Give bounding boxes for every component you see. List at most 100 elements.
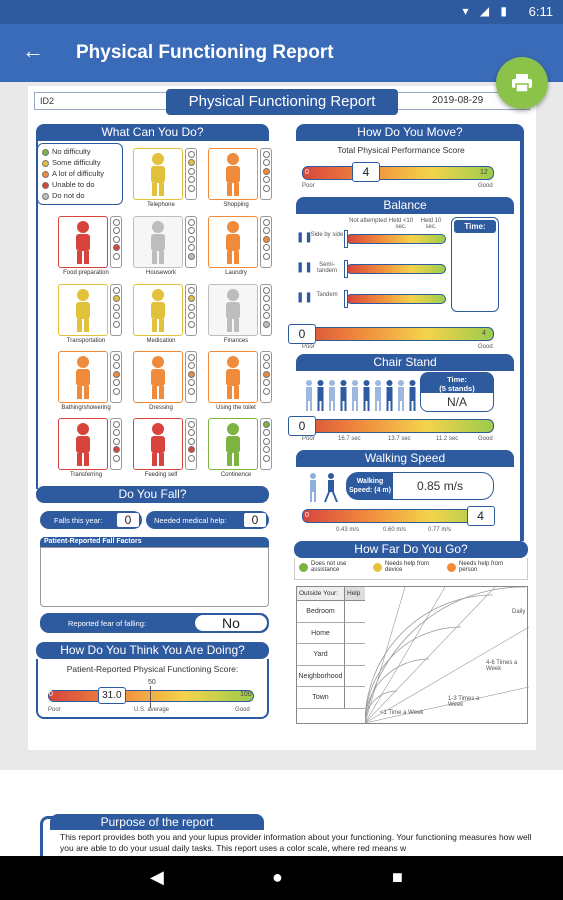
walking-score-bar	[302, 509, 494, 523]
nav-back-icon[interactable]: ◀	[150, 867, 164, 887]
fall-factors-box	[40, 547, 269, 607]
how-far-legend-item: Does not use assistance	[299, 561, 371, 573]
difficulty-legend-item: Do not do	[42, 191, 118, 202]
activity-tile	[208, 284, 258, 336]
walking-speed-label: Walking Speed: (4 m)	[347, 473, 393, 499]
difficulty-dot	[262, 159, 270, 166]
nav-recents-icon[interactable]: ■	[392, 867, 403, 887]
difficulty-dot	[112, 437, 120, 445]
arrow-left-icon[interactable]: ←	[22, 38, 44, 63]
freq-daily: Daily	[512, 609, 526, 615]
pf-average-marker	[150, 686, 151, 708]
difficulty-dot	[112, 303, 120, 311]
chair-stand-header: Chair Stand	[296, 354, 514, 371]
balance-score-bar	[292, 327, 494, 341]
chair-time-sub: (5 stands)	[439, 384, 475, 393]
how-far-radial-grid	[365, 587, 529, 723]
assistance-icon	[299, 563, 308, 572]
difficulty-dot	[262, 286, 270, 294]
freq-1-3: 1-3 Times a Week	[448, 696, 480, 708]
difficulty-dot	[262, 379, 270, 386]
balance-row-marker	[344, 260, 348, 278]
difficulty-dot	[187, 227, 195, 234]
walking-figures-icon	[310, 473, 338, 502]
difficulty-dot	[112, 218, 120, 226]
difficulty-dot	[112, 387, 120, 395]
balance-row-label: Semi-tandem	[316, 262, 337, 274]
how-far-row-label: Yard	[297, 644, 345, 666]
nav-home-icon[interactable]: ●	[272, 867, 283, 887]
walking-speed-box: Walking Speed: (4 m) 0.85 m/s	[346, 472, 494, 500]
footprints-icon: ❚❚	[296, 262, 313, 273]
purpose-header: Purpose of the report	[50, 814, 264, 830]
difficulty-dot	[187, 295, 195, 302]
difficulty-dots	[185, 284, 197, 336]
balance-col-not: Not attempted	[349, 218, 387, 224]
pf-score-value: 31.0	[97, 687, 126, 704]
fall-factors-header: Patient-Reported Fall Factors	[40, 537, 269, 547]
report-page[interactable]: ID2 Physical Functioning Report 2019-08-…	[28, 86, 536, 750]
balance-right-label: Good	[478, 344, 493, 350]
walk-t3: 0.77 m/s	[428, 527, 452, 533]
balance-score-max: 4	[482, 330, 486, 337]
falls-this-year-label: Falls this year:	[54, 516, 103, 525]
balance-row-bar	[346, 294, 446, 304]
patient-id: ID2	[40, 96, 55, 106]
legend-dot-icon	[42, 192, 49, 200]
balance-row-label: Side by side	[310, 232, 344, 238]
report-page-2[interactable]: Purpose of the report This report provid…	[0, 770, 563, 856]
legend-dot-icon	[42, 170, 49, 178]
difficulty-dot	[187, 320, 195, 328]
difficulty-dot	[112, 429, 120, 436]
activity-tile	[208, 216, 258, 268]
difficulty-dot	[262, 218, 270, 226]
total-performance-subtitle: Total Physical Performance Score	[337, 145, 465, 155]
legend-dot-icon	[42, 159, 49, 167]
difficulty-dot	[112, 446, 120, 453]
difficulty-dot	[187, 446, 195, 453]
needed-medical-help-pill: Needed medical help: 0	[146, 511, 269, 529]
system-nav-bar: ◀ ● ■	[0, 856, 563, 900]
balance-score-value: 0	[288, 324, 316, 344]
how-far-help-cell	[345, 644, 365, 666]
difficulty-dot	[112, 244, 120, 251]
how-are-you-doing-header: How Do You Think You Are Doing?	[36, 642, 269, 659]
chair-stand-icon	[306, 380, 416, 411]
difficulty-dot	[262, 295, 270, 302]
balance-row-bar	[346, 234, 446, 244]
activity-figure-icon	[76, 221, 90, 264]
difficulty-dot	[187, 150, 195, 158]
how-far-help-cell	[345, 687, 365, 709]
activity-figure-icon	[151, 423, 165, 466]
how-far-header-help: Help	[345, 587, 365, 601]
chair-t2: 13.7 sec	[388, 436, 411, 442]
how-far-header: How Far Do You Go?	[294, 541, 528, 558]
activity-tile	[208, 418, 258, 470]
difficulty-legend: No difficulty Some difficulty A lot of dif…	[37, 143, 123, 205]
chair-time-box: Time: (5 stands) N/A	[420, 372, 494, 412]
print-button[interactable]	[496, 57, 548, 109]
print-icon	[512, 74, 532, 93]
balance-row-marker	[344, 290, 348, 308]
activity-figure-icon	[151, 221, 165, 264]
how-far-row-label: Bedroom	[297, 601, 345, 623]
difficulty-dots	[185, 418, 197, 470]
how-far-legend: Does not use assistance Needs help from d…	[294, 558, 528, 580]
difficulty-dot	[187, 420, 195, 428]
status-bar: ▾ ◢ ▮ 6:11	[0, 0, 563, 24]
difficulty-dot	[112, 370, 120, 378]
legend-label: Do not do	[52, 191, 85, 200]
assistance-icon	[447, 563, 456, 572]
total-performance-right: Good	[478, 183, 493, 189]
how-far-grid: Outside Your: Help Bedroom Home Yard Neighb…	[296, 586, 529, 724]
activity-figure-icon	[151, 289, 165, 332]
difficulty-dot	[112, 353, 120, 361]
how-are-you-doing-section	[36, 659, 269, 719]
activity-tile	[208, 351, 258, 403]
difficulty-dot	[112, 227, 120, 234]
how-far-help-cell	[345, 623, 365, 645]
difficulty-dot	[112, 320, 120, 328]
app-bar: ← Physical Functioning Report	[0, 24, 563, 82]
fear-of-falling-label: Reported fear of falling:	[68, 619, 146, 628]
difficulty-dot	[112, 286, 120, 294]
